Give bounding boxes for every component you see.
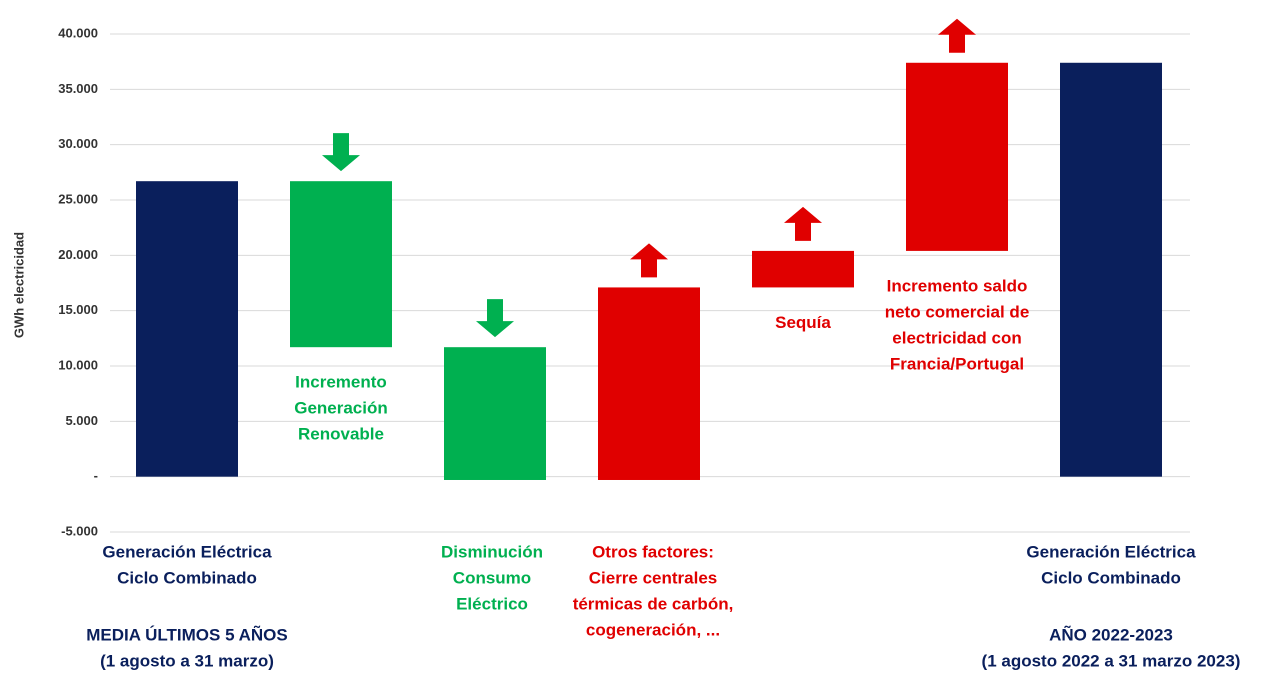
arrow-down xyxy=(476,299,514,338)
annotation: AÑO 2022-2023 xyxy=(1049,624,1173,644)
y-tick-label: 40.000 xyxy=(58,25,98,40)
category-label: Consumo xyxy=(453,568,531,587)
category-label: Generación Eléctrica xyxy=(102,542,272,561)
annotation: (1 agosto a 31 marzo) xyxy=(100,651,274,670)
category-label: Disminución xyxy=(441,542,543,561)
arrow-up xyxy=(630,243,668,278)
annotation: (1 agosto 2022 a 31 marzo 2023) xyxy=(982,651,1241,670)
category-label: Generación Eléctrica xyxy=(1026,542,1196,561)
category-label: neto comercial de xyxy=(885,302,1030,321)
y-tick-label: 30.000 xyxy=(58,136,98,151)
y-tick-label: 25.000 xyxy=(58,191,98,206)
y-tick-label: 15.000 xyxy=(58,302,98,317)
category-label: Sequía xyxy=(775,313,831,332)
category-label: Cierre centrales xyxy=(589,568,718,587)
y-tick-label: - xyxy=(94,468,98,483)
category-label: Eléctrico xyxy=(456,594,528,613)
y-tick-label: -5.000 xyxy=(61,523,98,538)
bar xyxy=(598,287,700,480)
y-tick-label: 5.000 xyxy=(65,413,98,428)
y-tick-label: 20.000 xyxy=(58,247,98,262)
bar xyxy=(444,347,546,480)
category-label: Ciclo Combinado xyxy=(1041,568,1181,587)
bar xyxy=(752,250,854,288)
category-label: térmicas de carbón, xyxy=(573,594,734,613)
y-axis-label: GWh electricidad xyxy=(11,232,26,338)
category-label: Incremento xyxy=(295,373,387,392)
y-tick-label: 10.000 xyxy=(58,357,98,372)
bar xyxy=(290,181,392,348)
annotation: MEDIA ÚLTIMOS 5 AÑOS xyxy=(86,624,288,644)
category-label: Otros factores: xyxy=(592,542,714,561)
bar xyxy=(906,62,1008,251)
category-label: electricidad con xyxy=(892,328,1021,347)
category-label: Francia/Portugal xyxy=(890,354,1024,373)
category-label: cogeneración, ... xyxy=(586,620,720,639)
category-label: Ciclo Combinado xyxy=(117,568,257,587)
arrow-down xyxy=(322,133,360,172)
category-label: Incremento saldo xyxy=(887,276,1028,295)
y-tick-label: 35.000 xyxy=(58,81,98,96)
bar xyxy=(1060,62,1162,477)
arrow-up xyxy=(938,18,976,53)
category-label: Generación xyxy=(294,399,388,418)
arrow-up xyxy=(784,206,822,241)
category-label: Renovable xyxy=(298,425,384,444)
bar xyxy=(136,181,238,477)
